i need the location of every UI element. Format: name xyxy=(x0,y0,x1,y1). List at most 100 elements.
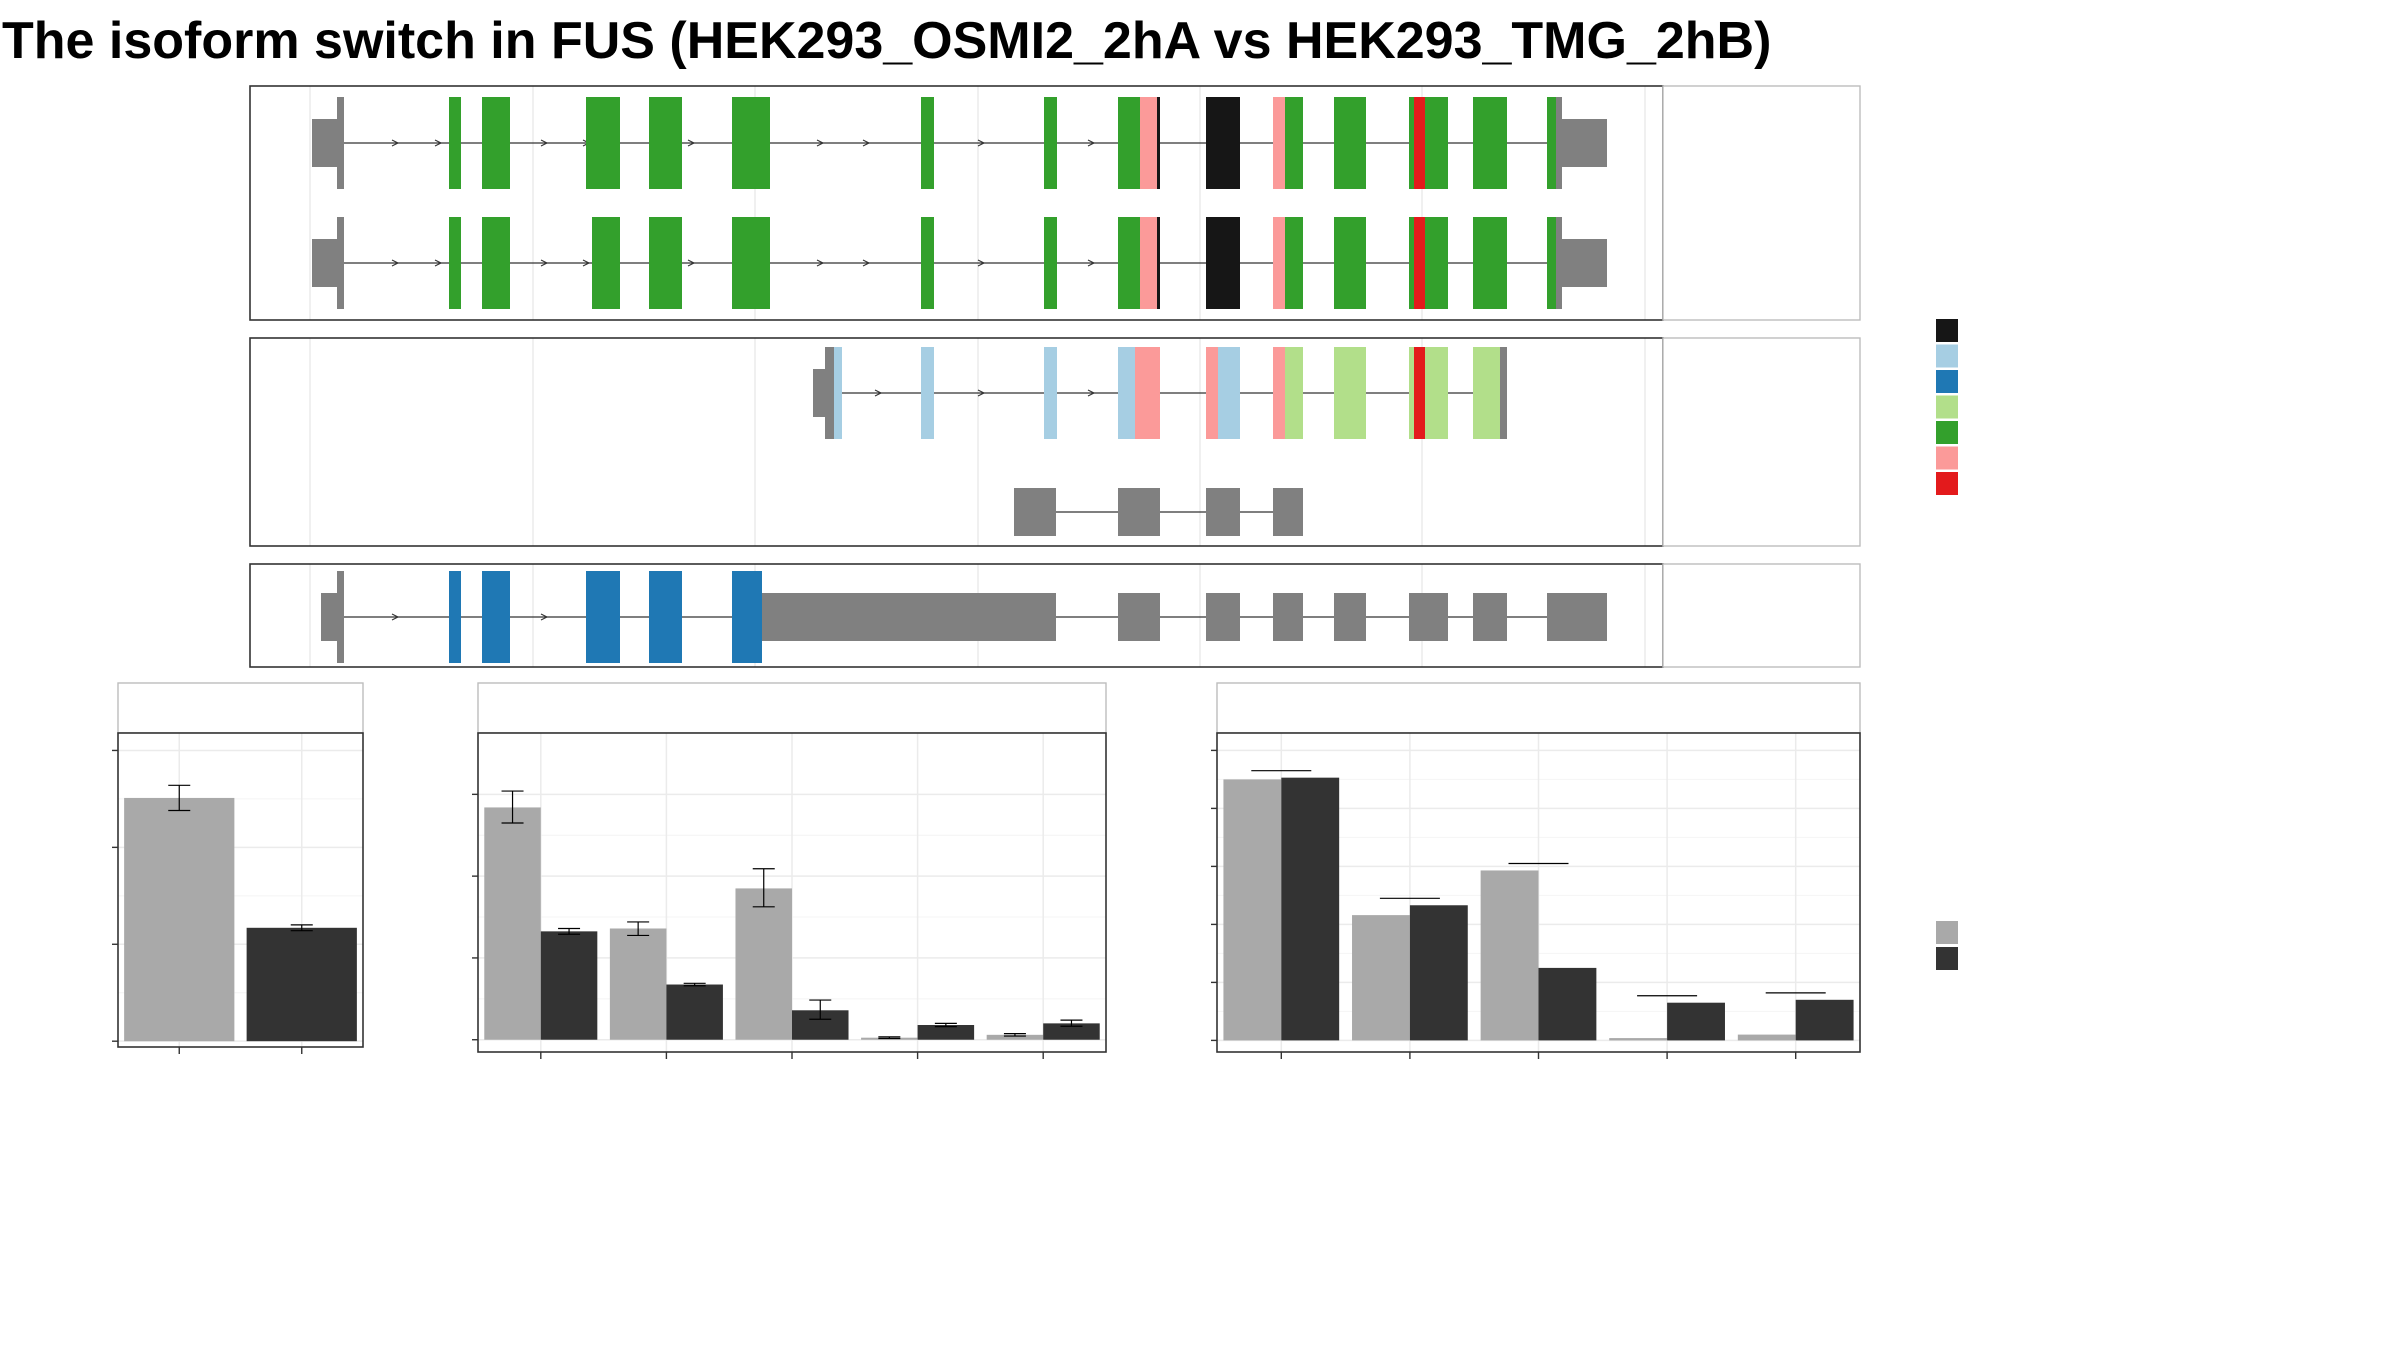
bar xyxy=(1667,1002,1725,1041)
utr-block xyxy=(1334,593,1366,641)
strand-arrow xyxy=(582,259,591,267)
strand-arrow xyxy=(977,259,986,267)
exon-block xyxy=(1473,217,1507,309)
condition-legend xyxy=(1936,921,1958,970)
bar xyxy=(1043,1023,1100,1040)
utr-block xyxy=(1473,593,1507,641)
group-strip xyxy=(1662,563,1861,668)
exon-block xyxy=(1285,97,1303,189)
legend-swatch xyxy=(1936,472,1958,495)
exon-block xyxy=(1140,217,1157,309)
exon-block xyxy=(1273,347,1285,439)
panel-background xyxy=(250,338,1663,546)
panel-background xyxy=(250,86,1663,320)
utr-block xyxy=(1206,593,1240,641)
group-strip xyxy=(1662,85,1861,321)
exon-block xyxy=(586,571,620,663)
exon-block xyxy=(825,347,834,439)
facet-strip xyxy=(477,682,1107,734)
exon-block xyxy=(1273,97,1285,189)
strand-arrow xyxy=(391,139,400,147)
exon-block xyxy=(1473,97,1507,189)
strand-arrow xyxy=(862,139,871,147)
domain-legend xyxy=(1936,319,1958,495)
exon-block xyxy=(649,97,682,189)
gene-expression-chart xyxy=(112,682,364,1054)
panel-nmd xyxy=(249,563,1861,668)
exon-block xyxy=(1044,347,1057,439)
exon-block xyxy=(337,217,344,309)
bar xyxy=(1223,779,1282,1041)
strand-arrow xyxy=(434,139,443,147)
legend-swatch xyxy=(1936,370,1958,393)
facet-strip xyxy=(117,682,364,734)
exon-block xyxy=(449,97,461,189)
exon-block xyxy=(1044,97,1057,189)
panel-noncoding xyxy=(249,337,1861,547)
exon-block xyxy=(1157,97,1160,189)
exon-block xyxy=(1334,347,1366,439)
utr-block xyxy=(1562,119,1607,167)
exon-block xyxy=(1140,97,1157,189)
utr-block xyxy=(1118,593,1160,641)
strand-arrow xyxy=(1087,389,1096,397)
exon-block xyxy=(1414,97,1425,189)
utr-block xyxy=(312,239,340,287)
exon-block xyxy=(1547,217,1556,309)
exon-block xyxy=(1118,217,1140,309)
exon-block xyxy=(1409,217,1414,309)
exon-block xyxy=(1044,217,1057,309)
strand-arrow xyxy=(977,139,986,147)
strand-arrow xyxy=(540,139,549,147)
utr-block xyxy=(312,119,340,167)
legend-swatch xyxy=(1936,947,1958,970)
exon-block xyxy=(482,217,510,309)
strand-arrow xyxy=(434,259,443,267)
exon-block xyxy=(649,217,682,309)
exon-block xyxy=(1118,97,1140,189)
strand-arrow xyxy=(540,613,549,621)
utr-block xyxy=(1273,593,1303,641)
strand-arrow xyxy=(687,139,696,147)
exon-block xyxy=(1500,347,1507,439)
strand-arrow xyxy=(391,613,400,621)
exon-block xyxy=(1334,97,1366,189)
exon-block xyxy=(1273,217,1285,309)
plot-border xyxy=(117,732,364,1048)
exon-block xyxy=(1285,347,1303,439)
bar xyxy=(1480,870,1539,1041)
strand-arrow xyxy=(1087,139,1096,147)
bar xyxy=(1409,905,1468,1041)
legend-swatch xyxy=(1936,421,1958,444)
utr-block xyxy=(1014,488,1056,536)
utr-block xyxy=(1409,593,1448,641)
exon-block xyxy=(732,97,770,189)
exon-block xyxy=(482,571,510,663)
exon-block xyxy=(1285,217,1303,309)
exon-block xyxy=(1547,97,1556,189)
strand-arrow xyxy=(391,259,400,267)
exon-block xyxy=(921,97,934,189)
utr-block xyxy=(1118,488,1160,536)
isoform-expression-chart xyxy=(472,682,1107,1059)
bar xyxy=(540,931,598,1040)
utr-block xyxy=(813,369,826,417)
exon-block xyxy=(1556,97,1562,189)
bar xyxy=(484,807,541,1040)
exon-block xyxy=(1135,347,1160,439)
strand-arrow xyxy=(687,259,696,267)
facet-strip xyxy=(1216,682,1861,734)
bar xyxy=(917,1025,975,1040)
utr-block xyxy=(762,593,1056,641)
exon-block xyxy=(732,571,762,663)
exon-block xyxy=(1157,217,1160,309)
exon-block xyxy=(1556,217,1562,309)
bar xyxy=(1795,999,1854,1041)
utr-block xyxy=(1206,488,1240,536)
exon-block xyxy=(1414,347,1425,439)
bar xyxy=(986,1034,1044,1040)
exon-block xyxy=(1414,217,1425,309)
strand-arrow xyxy=(874,389,883,397)
legend-swatch xyxy=(1936,921,1958,944)
